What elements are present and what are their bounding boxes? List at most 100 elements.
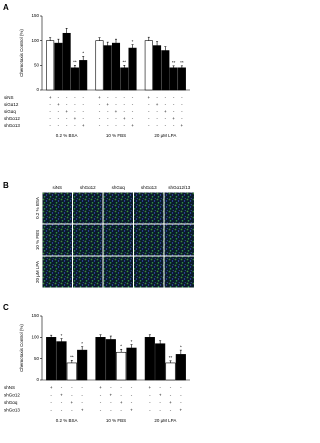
design-mark: + bbox=[60, 393, 63, 398]
design-mark: + bbox=[181, 123, 184, 128]
design-mark: - bbox=[156, 95, 158, 100]
bar bbox=[177, 67, 186, 91]
micrograph bbox=[164, 224, 194, 256]
design-mark: - bbox=[149, 408, 151, 413]
design-mark: - bbox=[159, 408, 161, 413]
bar bbox=[153, 45, 162, 91]
design-mark: - bbox=[58, 109, 60, 114]
design-mark: - bbox=[148, 123, 150, 128]
bar bbox=[46, 40, 55, 91]
bar bbox=[165, 362, 176, 381]
panel-label: A bbox=[3, 3, 9, 12]
significance: ** bbox=[169, 355, 173, 360]
bar bbox=[105, 339, 116, 381]
y-tick-label: 150 bbox=[31, 313, 39, 318]
design-mark: - bbox=[81, 385, 83, 390]
design-mark: - bbox=[181, 109, 183, 114]
design-mark: - bbox=[100, 408, 102, 413]
design-mark: - bbox=[181, 102, 183, 107]
bar bbox=[161, 50, 170, 91]
significance: * bbox=[81, 341, 83, 346]
design-mark: - bbox=[71, 385, 73, 390]
micrograph bbox=[73, 256, 103, 288]
design-mark: - bbox=[181, 95, 183, 100]
design-mark: - bbox=[170, 408, 172, 413]
significance: * bbox=[120, 343, 122, 348]
design-mark: - bbox=[99, 102, 101, 107]
y-tick-label: 50 bbox=[34, 63, 40, 68]
row-label: shGα13 bbox=[4, 408, 20, 413]
row-label: 0.2 % BSA bbox=[35, 197, 40, 219]
design-mark: - bbox=[58, 116, 60, 121]
column-label: shGαq bbox=[112, 185, 126, 190]
design-mark: - bbox=[99, 116, 101, 121]
design-mark: + bbox=[50, 385, 53, 390]
design-mark: - bbox=[58, 95, 60, 100]
design-mark: - bbox=[74, 123, 76, 128]
design-mark: - bbox=[110, 400, 112, 405]
design-mark: + bbox=[115, 109, 118, 114]
design-mark: - bbox=[99, 109, 101, 114]
design-mark: - bbox=[165, 116, 167, 121]
design-mark: + bbox=[74, 116, 77, 121]
y-tick-label: 100 bbox=[31, 335, 39, 340]
y-axis-title: Chemotaxis Control (%) bbox=[19, 29, 24, 77]
design-mark: - bbox=[107, 116, 109, 121]
design-mark: - bbox=[124, 109, 126, 114]
design-mark: - bbox=[115, 95, 117, 100]
design-mark: - bbox=[131, 400, 133, 405]
design-mark: + bbox=[98, 95, 101, 100]
column-label: siNS bbox=[52, 185, 62, 190]
bar bbox=[70, 67, 79, 91]
column-label: shGα13 bbox=[141, 185, 157, 190]
design-mark: - bbox=[71, 408, 73, 413]
significance: * bbox=[82, 51, 84, 56]
design-mark: - bbox=[99, 123, 101, 128]
bar bbox=[144, 337, 155, 381]
design-mark: - bbox=[82, 109, 84, 114]
design-mark: - bbox=[49, 116, 51, 121]
design-mark: - bbox=[173, 123, 175, 128]
design-mark: - bbox=[66, 116, 68, 121]
design-mark: - bbox=[120, 385, 122, 390]
row-label: shGα12 bbox=[4, 116, 20, 121]
design-mark: + bbox=[82, 123, 85, 128]
bar bbox=[103, 45, 112, 91]
design-mark: - bbox=[100, 393, 102, 398]
design-mark: - bbox=[170, 393, 172, 398]
design-mark: + bbox=[180, 408, 183, 413]
design-mark: - bbox=[49, 109, 51, 114]
significance: * bbox=[61, 333, 63, 338]
bar bbox=[128, 47, 137, 91]
design-mark: - bbox=[66, 95, 68, 100]
bar bbox=[144, 40, 153, 91]
y-axis-title: Chemotaxis Control (%) bbox=[19, 324, 24, 372]
group-label: 10 % FBS bbox=[106, 418, 126, 423]
design-mark: - bbox=[173, 102, 175, 107]
group-label: 0.2 % BSA bbox=[56, 133, 78, 138]
significance: * bbox=[180, 344, 182, 349]
design-mark: - bbox=[61, 385, 63, 390]
y-tick-label: 50 bbox=[34, 356, 40, 361]
design-mark: + bbox=[131, 123, 134, 128]
bar bbox=[116, 351, 127, 381]
design-mark: - bbox=[132, 102, 134, 107]
design-mark: - bbox=[110, 385, 112, 390]
y-tick-label: 0 bbox=[36, 377, 39, 382]
design-mark: - bbox=[49, 123, 51, 128]
design-mark: - bbox=[74, 95, 76, 100]
significance: * bbox=[131, 339, 133, 344]
design-mark: - bbox=[165, 123, 167, 128]
bar bbox=[169, 67, 178, 91]
design-mark: + bbox=[164, 109, 167, 114]
bar bbox=[46, 337, 57, 381]
design-mark: - bbox=[180, 385, 182, 390]
design-mark: + bbox=[49, 95, 52, 100]
design-mark: - bbox=[159, 385, 161, 390]
micrograph bbox=[134, 224, 164, 256]
bar bbox=[126, 347, 137, 381]
micrograph bbox=[73, 192, 103, 224]
micrograph bbox=[134, 256, 164, 288]
design-mark: - bbox=[50, 400, 52, 405]
bar bbox=[79, 60, 88, 91]
